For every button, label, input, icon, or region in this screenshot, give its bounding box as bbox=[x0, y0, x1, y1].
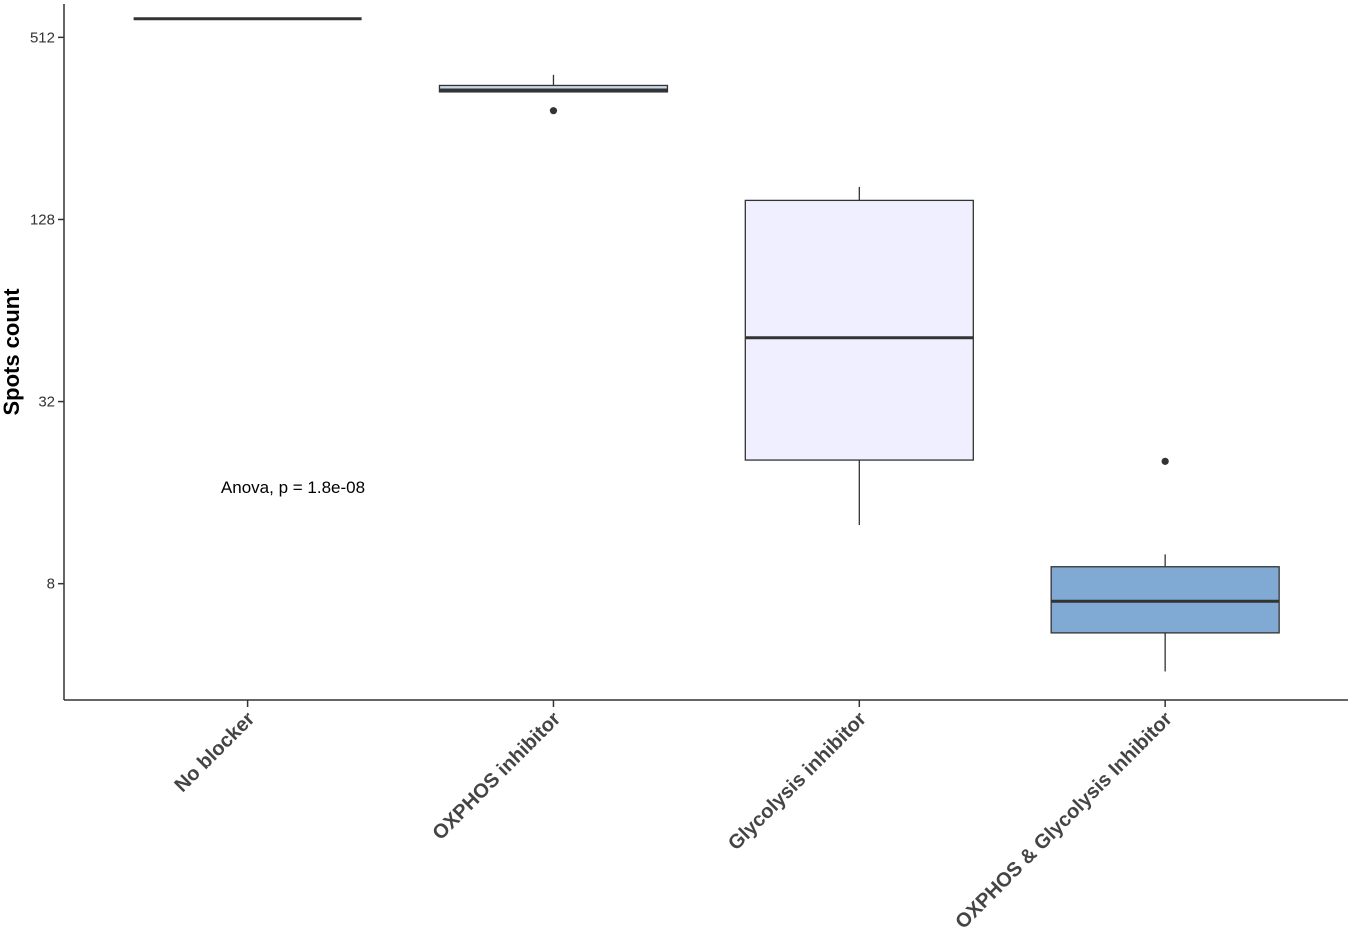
y-tick-label: 32 bbox=[38, 394, 55, 411]
box-group bbox=[438, 74, 669, 115]
x-tick-label: OXPHOS inhibitor bbox=[428, 708, 565, 845]
box-body bbox=[744, 199, 974, 461]
anova-annotation: Anova, p = 1.8e-08 bbox=[221, 478, 365, 497]
outlier-point bbox=[1161, 457, 1169, 465]
x-tick-label: No blocker bbox=[171, 708, 260, 797]
y-tick-label: 8 bbox=[47, 576, 55, 593]
box-group bbox=[1050, 457, 1280, 672]
y-axis-title: Spots count bbox=[0, 288, 24, 416]
y-ticks: 8 32 128 512 bbox=[30, 29, 64, 593]
y-tick-label: 512 bbox=[30, 29, 55, 46]
y-tick-label: 128 bbox=[30, 211, 55, 228]
x-tick-label: Glycolysis inhibitor bbox=[724, 708, 871, 855]
x-ticks: No blocker OXPHOS inhibitor Glycolysis inh… bbox=[171, 700, 1177, 933]
box-group bbox=[744, 186, 974, 526]
boxes bbox=[133, 17, 1280, 672]
x-tick-label: OXPHOS & Glycolysis Inhibitor bbox=[951, 708, 1177, 934]
outlier-point bbox=[549, 107, 558, 115]
